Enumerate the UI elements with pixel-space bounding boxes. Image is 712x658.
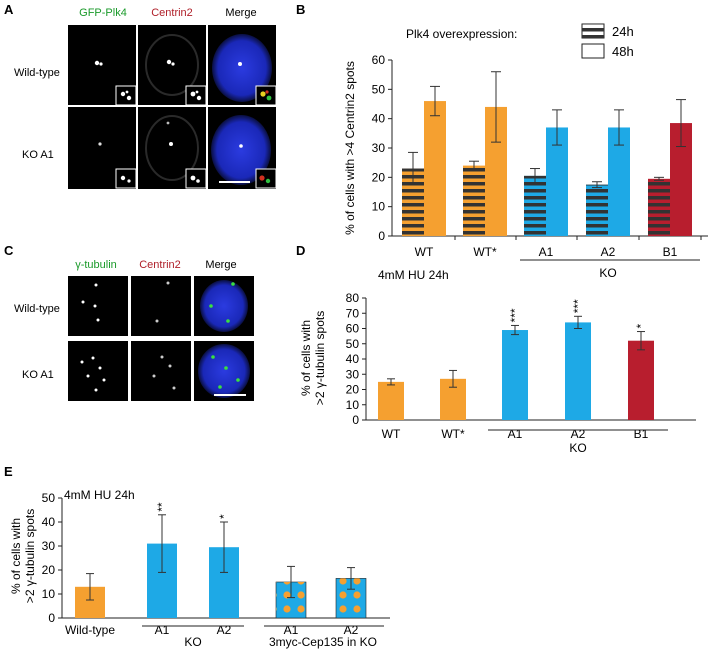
chart-d-y-tick-label: 0 [352, 413, 359, 427]
chart-b-24h-bar-pattern [648, 178, 670, 236]
chart-e-significance: * [217, 514, 231, 519]
chart-b-48h-bar [608, 127, 630, 236]
chart-d-x-tick-label: B1 [634, 427, 649, 441]
chart-d-y-tick-label: 60 [346, 322, 360, 336]
chart-e-x-tick-label: A2 [217, 623, 232, 637]
chart-b-24h-bar-pattern [524, 175, 546, 236]
chart-b-y-label: % of cells with >4 Centrin2 spots [343, 61, 357, 235]
chart-b-y-tick-label: 50 [372, 82, 386, 96]
chart-d-bar [502, 330, 528, 420]
panel-c-image-centrin-ko [131, 341, 191, 401]
panel-c-row-label-2: KO A1 [22, 369, 54, 381]
panel-b-letter: B [296, 2, 305, 17]
chart-b-subtitle: Plk4 overexpression: [406, 27, 517, 41]
chart-e-y-tick-label: 20 [42, 563, 56, 577]
chart-b-x-tick-label: A2 [601, 245, 616, 259]
chart-b-x-tick-label: B1 [663, 245, 678, 259]
chart-e-y-tick-label: 0 [48, 611, 55, 625]
chart-d-y-tick-label: 10 [346, 398, 360, 412]
chart-e-x-tick-label: A1 [155, 623, 170, 637]
chart-d-significance: * [634, 324, 648, 329]
panel-c-image-centrin-wt [131, 276, 191, 336]
chart-d-significance: *** [571, 299, 585, 313]
chart-b-legend-label-48h: 48h [612, 44, 634, 59]
chart-e-y-tick-label: 10 [42, 587, 56, 601]
panel-d-letter: D [296, 243, 305, 258]
chart-b-x-tick-label: A1 [539, 245, 554, 259]
panel-c-row-label-1: Wild-type [14, 303, 60, 315]
chart-b-group-label: KO [599, 266, 616, 280]
panel-a-micrographs [68, 25, 277, 189]
chart-e-y-tick-label: 40 [42, 515, 56, 529]
panel-e-letter: E [4, 464, 13, 479]
panel-a-col-label-3: Merge [225, 7, 256, 19]
chart-b-y-tick-label: 40 [372, 112, 386, 126]
chart-b-y-tick-label: 30 [372, 141, 386, 155]
chart-e-significance: ** [155, 502, 169, 512]
chart-d-x-tick-label: A2 [571, 427, 586, 441]
chart-d-subtitle: 4mM HU 24h [378, 268, 449, 282]
chart-d-x-tick-label: WT* [441, 427, 465, 441]
panel-c-col-label-3: Merge [205, 259, 236, 271]
chart-d-bar [378, 381, 404, 420]
chart-d-x-tick-label: WT [382, 427, 401, 441]
panel-c-col-label-1: γ-tubulin [75, 259, 117, 271]
panel-c-image-gamma-wt [68, 276, 128, 336]
chart-b-y-tick-label: 60 [372, 53, 386, 67]
chart-b-48h-bar [670, 123, 692, 236]
chart-b: 0 10 20 30 40 50 60 Plk4 overexpression: 24h 48h%… [343, 23, 708, 280]
chart-d-x-tick-label: A1 [508, 427, 523, 441]
chart-b-24h-bar-pattern [402, 168, 424, 236]
chart-d-bar [565, 322, 591, 420]
chart-e-y-tick-label: 50 [42, 491, 56, 505]
panel-a-row-label-1: Wild-type [14, 67, 60, 79]
chart-b-legend-swatch-48h [581, 43, 605, 59]
chart-d-y-tick-label: 30 [346, 367, 360, 381]
panel-c-micrographs [68, 276, 254, 401]
chart-d-y-tick-label: 80 [346, 291, 360, 305]
panel-a-row-label-2: KO A1 [22, 149, 54, 161]
chart-b-y-tick-label: 0 [378, 229, 385, 243]
chart-b-legend-label-24h: 24h [612, 24, 634, 39]
chart-e: 0 10 20 30 40 50 4mM HU 24h % of cells with >2 γ… [9, 488, 390, 649]
chart-b-48h-bar [485, 106, 507, 236]
chart-b-48h-bar [424, 101, 446, 236]
chart-e-group-label-2: 3myc-Cep135 in KO [269, 635, 377, 649]
chart-d-y-tick-label: 20 [346, 383, 360, 397]
chart-e-subtitle: 4mM HU 24h [64, 488, 135, 502]
chart-b-y-tick-label: 20 [372, 170, 386, 184]
panel-a-column-labels: GFP-Plk4 Centrin2 Merge [79, 7, 256, 19]
chart-e-x-tick-label: Wild-type [65, 623, 115, 637]
panel-c-letter: C [4, 243, 14, 258]
panel-c-column-labels: γ-tubulin Centrin2 Merge [75, 259, 236, 271]
chart-b-48h-bar [546, 127, 568, 236]
chart-d-y-tick-label: 50 [346, 337, 360, 351]
chart-b-y-tick-label: 10 [372, 200, 386, 214]
chart-e-y-label-2: >2 γ-tubulin spots [23, 509, 37, 603]
chart-e-y-label-1: % of cells with [9, 518, 23, 594]
chart-b-legend-swatch-24h-pattern [582, 24, 604, 38]
chart-d-y-tick-label: 40 [346, 352, 360, 366]
chart-d-group-label: KO [569, 441, 586, 455]
chart-b-x-tick-label: WT [415, 245, 434, 259]
panel-a-col-label-1: GFP-Plk4 [79, 7, 127, 19]
panel-c-col-label-2: Centrin2 [139, 259, 181, 271]
panel-c-image-gamma-ko [68, 341, 128, 401]
chart-d-y-label-2: >2 γ-tubulin spots [313, 311, 327, 405]
chart-d-significance: *** [508, 308, 522, 322]
chart-d-y-tick-label: 70 [346, 306, 360, 320]
chart-b-24h-bar-pattern [463, 165, 485, 236]
panel-a-letter: A [4, 2, 14, 17]
chart-e-group-label-1: KO [184, 635, 201, 649]
chart-b-24h-bar-pattern [586, 184, 608, 236]
panel-a-col-label-2: Centrin2 [151, 7, 193, 19]
chart-e-y-tick-label: 30 [42, 539, 56, 553]
chart-b-x-tick-label: WT* [473, 245, 497, 259]
chart-d-bar [628, 340, 654, 420]
chart-d-y-label-1: % of cells with [299, 320, 313, 396]
